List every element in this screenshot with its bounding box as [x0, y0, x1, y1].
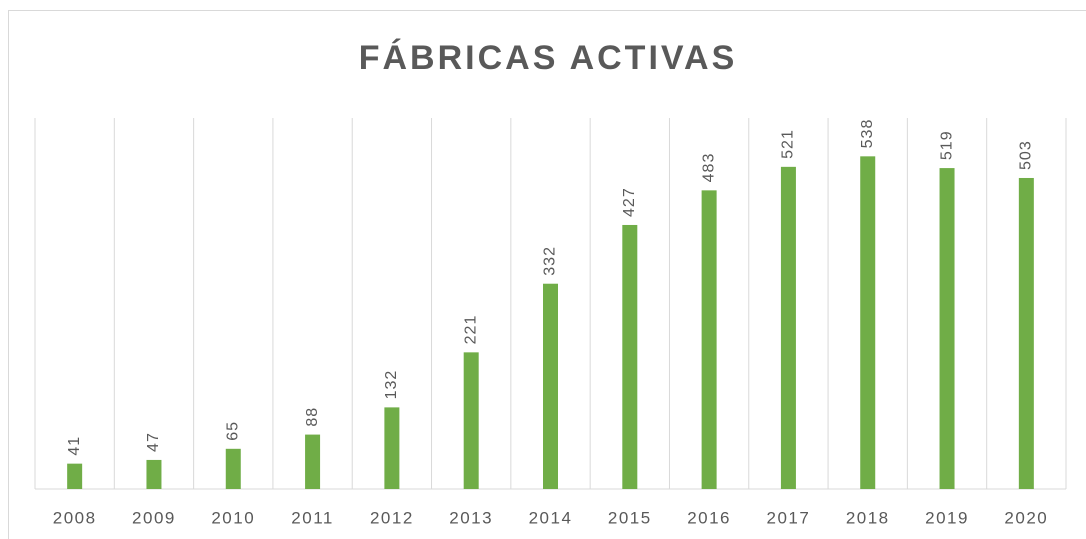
data-label: 519: [938, 130, 955, 160]
bar: [225, 448, 241, 489]
bar: [860, 156, 876, 489]
bar: [463, 352, 479, 489]
data-label: 41: [66, 436, 83, 456]
data-label: 538: [859, 119, 876, 149]
x-tick-label: 2012: [370, 508, 414, 527]
x-tick-label: 2016: [687, 508, 731, 527]
x-tick-label: 2013: [449, 508, 493, 527]
x-tick-label: 2017: [767, 508, 811, 527]
data-label: 427: [621, 187, 638, 217]
bar: [622, 224, 638, 489]
data-label: 47: [145, 432, 162, 452]
data-label: 88: [304, 407, 321, 427]
chart-title: FÁBRICAS ACTIVAS: [359, 39, 738, 77]
x-tick-label: 2009: [132, 508, 176, 527]
bar: [67, 463, 83, 489]
data-label: 503: [1018, 140, 1035, 170]
bar: [305, 434, 321, 489]
data-label: 332: [542, 246, 559, 276]
x-tick-label: 2019: [925, 508, 969, 527]
bar: [146, 459, 162, 489]
x-tick-label: 2014: [529, 508, 573, 527]
bar: [384, 407, 400, 489]
data-label: 483: [700, 153, 717, 183]
bar: [701, 190, 717, 489]
x-tick-label: 2011: [291, 508, 334, 527]
bar: [1018, 177, 1034, 489]
x-tick-label: 2008: [53, 508, 97, 527]
data-label: 221: [462, 315, 479, 345]
x-tick-label: 2020: [1004, 508, 1048, 527]
data-label: 132: [383, 370, 400, 400]
bar: [543, 283, 558, 489]
bar: [939, 168, 955, 489]
bar: [780, 166, 796, 489]
x-tick-label: 2018: [846, 508, 890, 527]
data-label: 521: [780, 129, 797, 159]
data-label: 65: [224, 421, 241, 441]
x-tick-label: 2010: [211, 508, 255, 527]
x-tick-label: 2015: [608, 508, 652, 527]
